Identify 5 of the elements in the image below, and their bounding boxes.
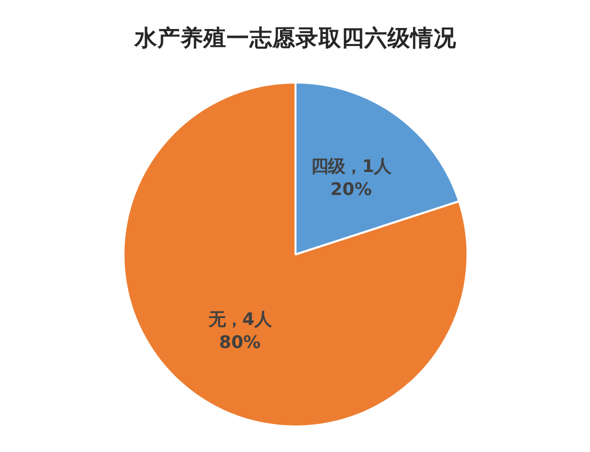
slice-label: 无，4人 (207, 310, 272, 330)
data-label: 20% (330, 180, 372, 200)
chart-title: 水产养殖一志愿录取四六级情况 (134, 24, 458, 52)
slice-label: 四级，1人 (311, 156, 392, 177)
data-label: 80% (219, 333, 261, 354)
